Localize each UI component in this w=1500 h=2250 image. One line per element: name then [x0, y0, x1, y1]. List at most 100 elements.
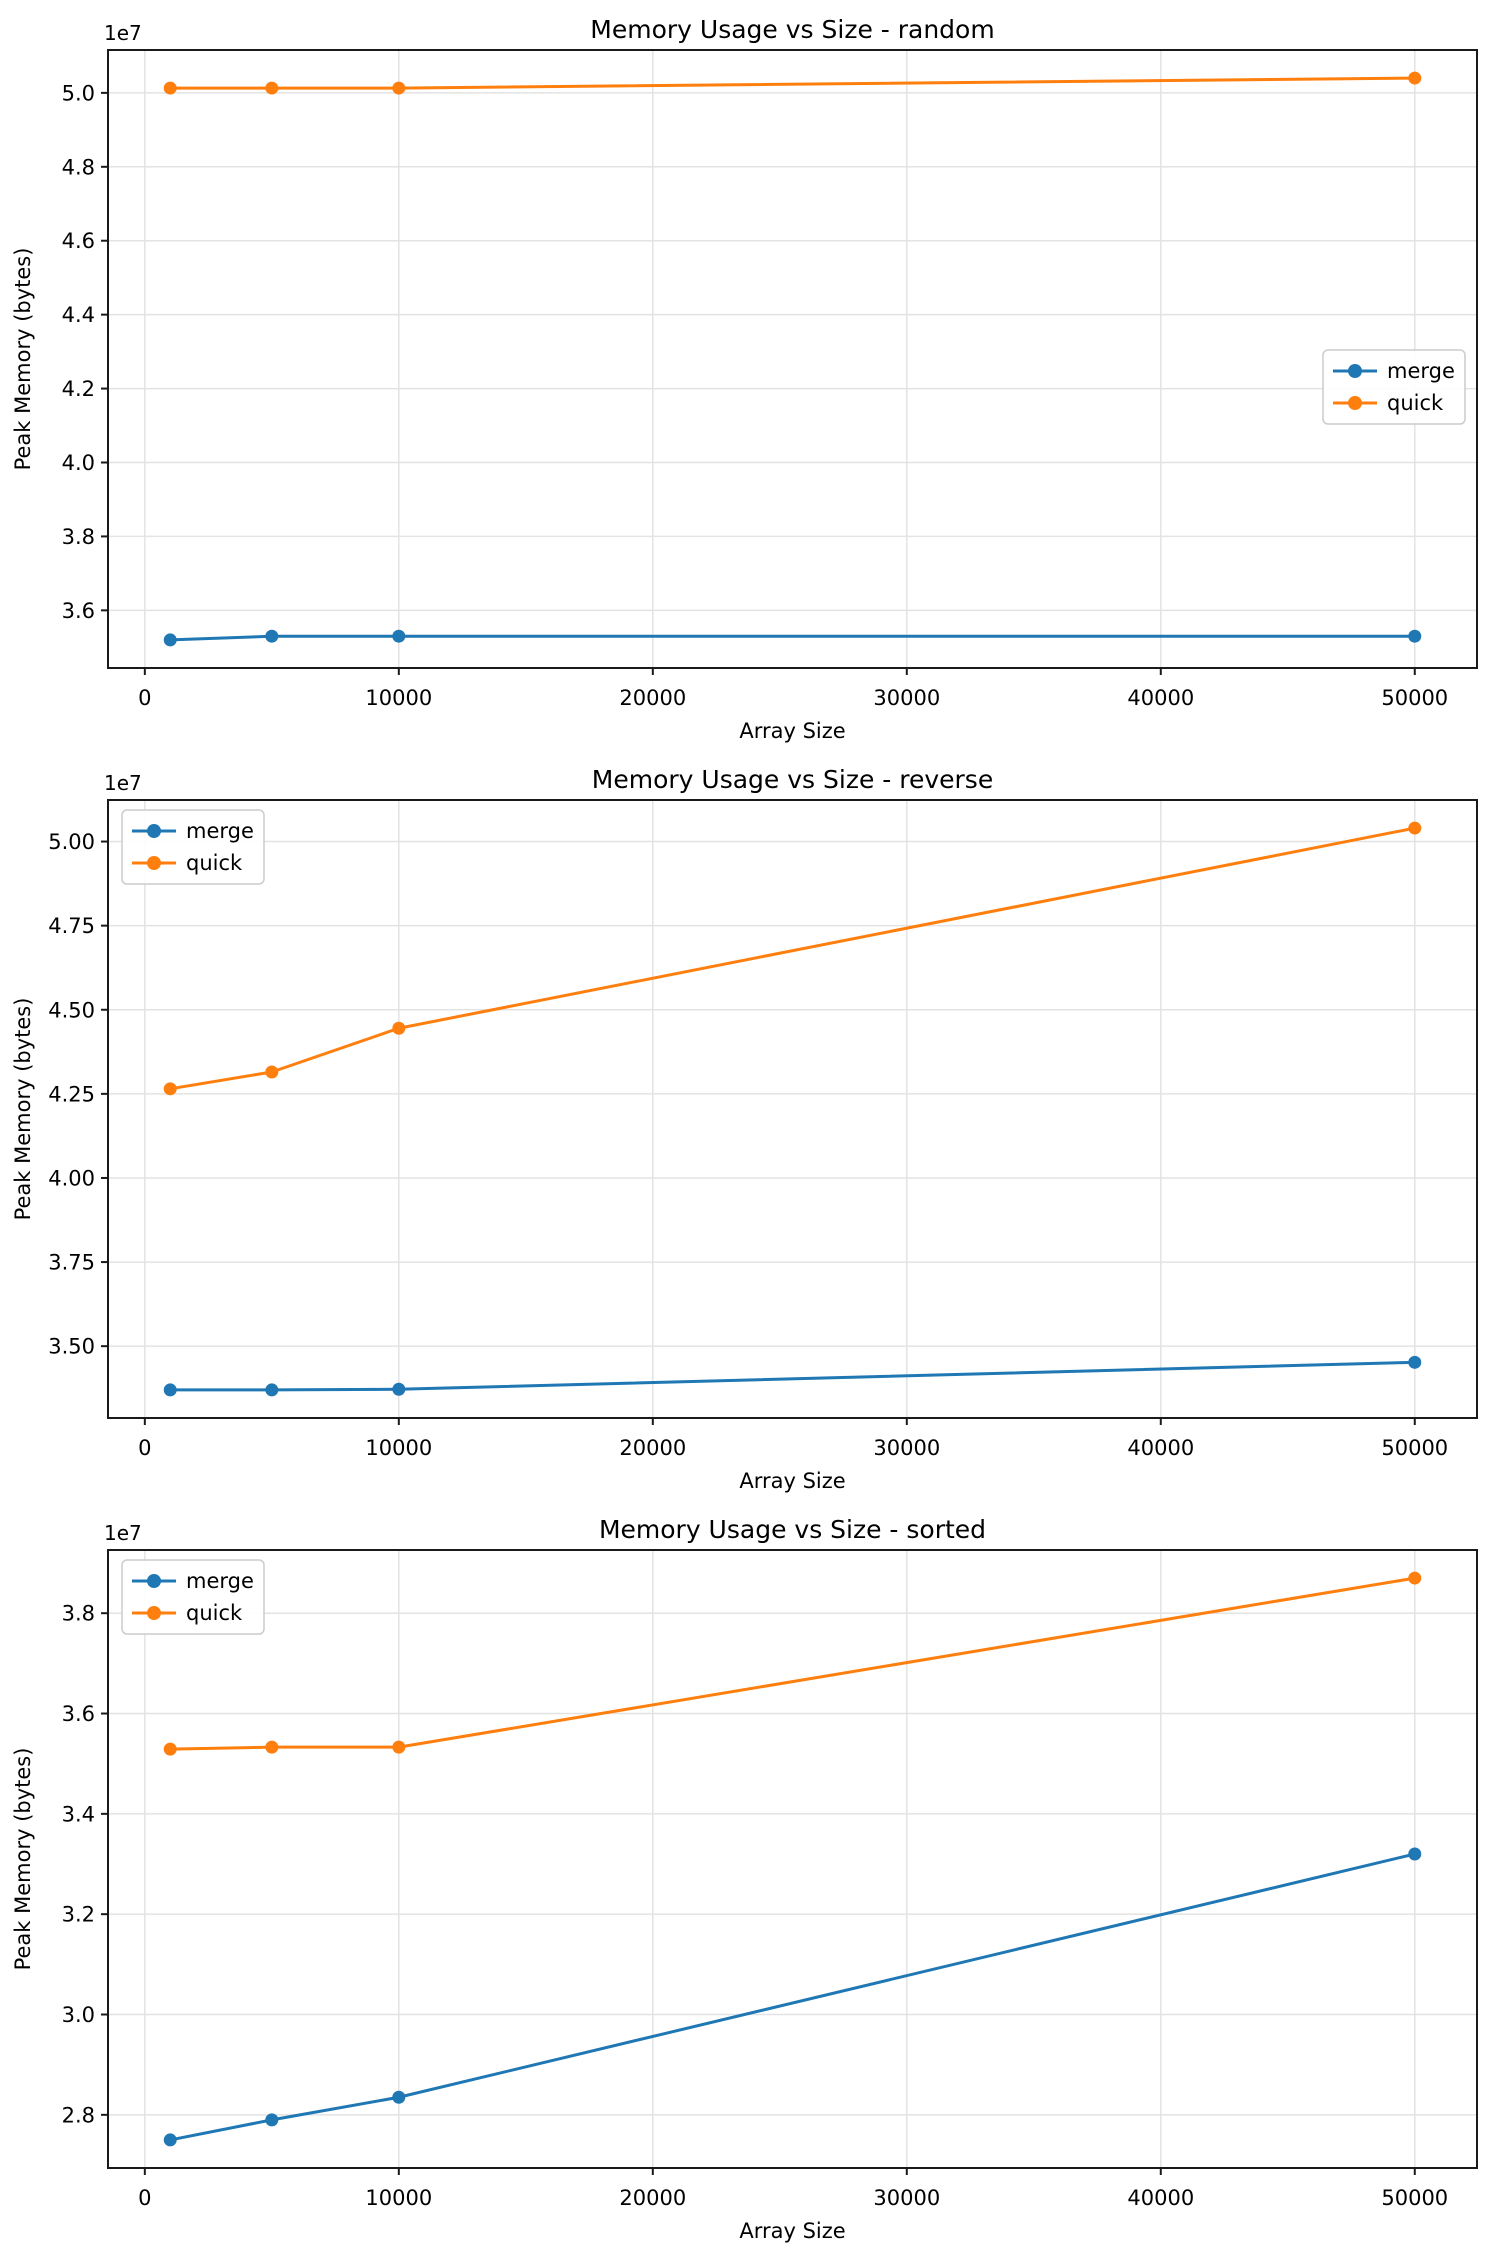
y-axis-label: Peak Memory (bytes)	[11, 1748, 35, 1971]
legend: merge quick	[121, 1559, 265, 1635]
y-tick-label: 4.2	[62, 377, 95, 401]
x-tick-label: 30000	[873, 686, 940, 710]
x-tick-label: 0	[138, 1436, 151, 1460]
data-point-quick	[163, 1742, 177, 1756]
data-point-merge	[392, 1382, 406, 1396]
x-tick-label: 20000	[619, 2186, 686, 2210]
y-tick-label: 4.00	[48, 1166, 95, 1190]
y-tick-label: 3.2	[62, 1903, 95, 1927]
data-point-merge	[265, 2113, 279, 2127]
legend-marker	[1348, 364, 1362, 378]
y-tick-label: 3.50	[48, 1335, 95, 1359]
legend-marker	[147, 824, 161, 838]
y-tick-label: 3.6	[62, 599, 95, 623]
data-point-merge	[392, 2090, 406, 2104]
y-axis-offset-label: 1e7	[104, 771, 142, 795]
x-tick-label: 0	[138, 686, 151, 710]
series-line-merge	[168, 634, 1417, 642]
legend-label: quick	[186, 1601, 243, 1625]
y-axis-label: Peak Memory (bytes)	[11, 248, 35, 471]
data-point-quick	[265, 1740, 279, 1754]
data-point-quick	[392, 1021, 406, 1035]
y-tick-label: 4.6	[62, 229, 95, 253]
x-tick-label: 10000	[365, 686, 432, 710]
x-tick-label: 50000	[1381, 2186, 1448, 2210]
x-tick-label: 0	[138, 2186, 151, 2210]
data-point-merge	[1408, 629, 1422, 643]
x-tick-label: 40000	[1127, 1436, 1194, 1460]
legend-label: merge	[1387, 359, 1455, 383]
data-point-quick	[392, 1740, 406, 1754]
y-axis-offset-label: 1e7	[104, 21, 142, 45]
y-tick-label: 5.00	[48, 830, 95, 854]
data-point-quick	[163, 81, 177, 95]
y-tick-label: 3.4	[62, 1802, 95, 1826]
data-point-merge	[163, 1383, 177, 1397]
legend-marker	[147, 1574, 161, 1588]
y-tick-label: 4.25	[48, 1082, 95, 1106]
plot-border	[107, 49, 1478, 669]
legend: merge quick	[1322, 349, 1466, 425]
chart-memory-random: 0 10000 20000 30000 40000 50000 3.6 3.8 4.0 4.2 4.…	[11, 15, 1478, 743]
data-point-quick	[1408, 821, 1422, 835]
legend-label: quick	[186, 851, 243, 875]
x-tick-label: 50000	[1381, 1436, 1448, 1460]
y-axis-label: Peak Memory (bytes)	[11, 998, 35, 1221]
x-axis-label: Array Size	[739, 2219, 845, 2243]
y-tick-label: 2.8	[62, 2103, 95, 2127]
x-axis-label: Array Size	[739, 1469, 845, 1493]
chart-title: Memory Usage vs Size - reverse	[592, 765, 993, 794]
data-point-merge	[392, 629, 406, 643]
y-tick-label: 3.0	[62, 2003, 95, 2027]
chart-memory-reverse: 0 10000 20000 30000 40000 50000 3.50 3.75 4.00 4.…	[11, 765, 1478, 1493]
data-point-merge	[265, 629, 279, 643]
chart-memory-sorted: 0 10000 20000 30000 40000 50000 2.8 3.0 3.2 3.4 3.…	[11, 1515, 1478, 2243]
legend-label: merge	[186, 819, 254, 843]
y-axis-offset-label: 1e7	[104, 1521, 142, 1545]
series-line-quick	[168, 76, 1417, 90]
y-tick-label: 3.75	[48, 1251, 95, 1275]
chart-title: Memory Usage vs Size - sorted	[599, 1515, 986, 1544]
legend-marker	[147, 1606, 161, 1620]
data-point-quick	[392, 81, 406, 95]
series-line-merge	[168, 1852, 1417, 2142]
data-point-quick	[1408, 1571, 1422, 1585]
y-tick-label: 4.4	[62, 303, 95, 327]
data-point-merge	[265, 1383, 279, 1397]
y-tick-label: 4.75	[48, 914, 95, 938]
legend-label: merge	[186, 1569, 254, 1593]
y-tick-label: 4.8	[62, 155, 95, 179]
series-line-quick	[168, 1576, 1417, 1751]
x-tick-label: 20000	[619, 686, 686, 710]
data-point-merge	[1408, 1847, 1422, 1861]
y-tick-label: 3.6	[62, 1702, 95, 1726]
x-tick-label: 20000	[619, 1436, 686, 1460]
data-point-quick	[265, 81, 279, 95]
plot-border	[107, 799, 1478, 1419]
x-tick-label: 40000	[1127, 686, 1194, 710]
chart-title: Memory Usage vs Size - random	[590, 15, 994, 44]
x-tick-label: 30000	[873, 1436, 940, 1460]
x-tick-label: 10000	[365, 1436, 432, 1460]
data-point-merge	[163, 2133, 177, 2147]
series-line-merge	[168, 1360, 1417, 1392]
y-tick-label: 3.8	[62, 1602, 95, 1626]
plot-border	[107, 1549, 1478, 2169]
y-tick-label: 4.0	[62, 451, 95, 475]
x-tick-label: 40000	[1127, 2186, 1194, 2210]
legend-marker	[1348, 396, 1362, 410]
legend: merge quick	[121, 809, 265, 885]
legend-label: quick	[1387, 391, 1444, 415]
y-tick-label: 3.8	[62, 525, 95, 549]
series-line-quick	[168, 826, 1417, 1091]
x-tick-label: 10000	[365, 2186, 432, 2210]
legend-marker	[147, 856, 161, 870]
y-tick-label: 4.50	[48, 998, 95, 1022]
data-point-merge	[1408, 1355, 1422, 1369]
x-tick-label: 50000	[1381, 686, 1448, 710]
x-axis-label: Array Size	[739, 719, 845, 743]
data-point-quick	[163, 1082, 177, 1096]
data-point-quick	[265, 1065, 279, 1079]
data-point-merge	[163, 633, 177, 647]
